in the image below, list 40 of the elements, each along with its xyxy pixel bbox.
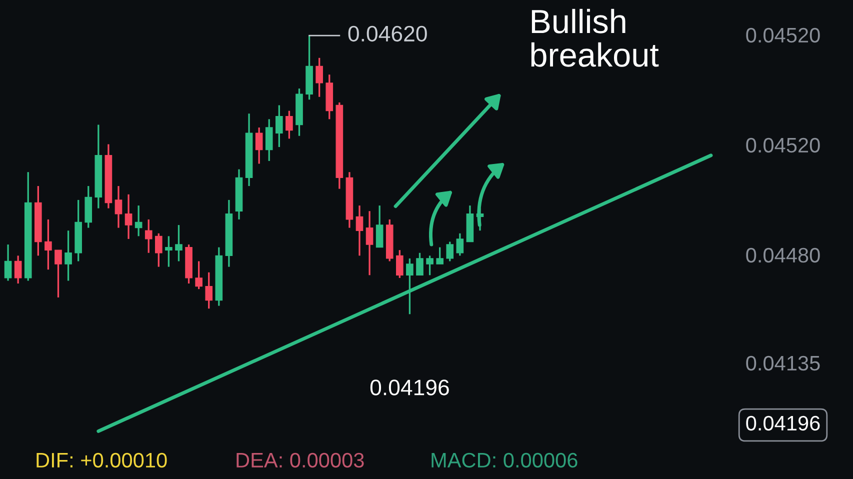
candlestick	[64, 230, 72, 282]
candlestick	[316, 57, 323, 98]
candlestick	[276, 104, 283, 148]
candlestick	[366, 210, 374, 276]
candlestick	[255, 126, 263, 165]
candlestick	[286, 110, 293, 140]
candlestick	[44, 218, 52, 270]
candlestick	[446, 240, 454, 262]
text: 0.04135	[746, 356, 820, 371]
annotation: Bullish breakout	[531, 8, 659, 67]
candlestick	[456, 232, 464, 256]
candlestick	[54, 249, 62, 298]
candlestick	[265, 118, 273, 162]
candlestick	[14, 254, 22, 284]
candlestick	[426, 254, 434, 276]
text: 0.04196	[370, 380, 449, 396]
candlestick	[134, 204, 142, 237]
text: 0.04196	[746, 416, 820, 431]
candlestick	[175, 224, 182, 262]
text: 0.04520	[746, 28, 820, 43]
candlestick	[356, 204, 364, 256]
text: 0.04480	[746, 248, 820, 263]
candlestick	[396, 249, 404, 279]
text: DEA: 0.00003	[236, 452, 364, 468]
candlestick	[144, 218, 152, 254]
candlestick	[416, 252, 424, 276]
text: 0.04520	[746, 138, 820, 153]
candlestick	[195, 260, 202, 290]
candlestick	[165, 235, 172, 268]
candlestick	[376, 204, 384, 248]
annotation: 0.04620	[348, 26, 427, 42]
candlestick	[124, 194, 132, 240]
candlestick	[406, 258, 414, 315]
candlestick	[436, 246, 444, 265]
candlestick	[114, 185, 122, 229]
text: DIF: +0.00010	[36, 452, 167, 468]
text: MACD: 0.00006	[432, 452, 578, 468]
candlestick	[4, 244, 12, 282]
candlestick	[154, 232, 162, 268]
candlestick	[205, 272, 213, 310]
